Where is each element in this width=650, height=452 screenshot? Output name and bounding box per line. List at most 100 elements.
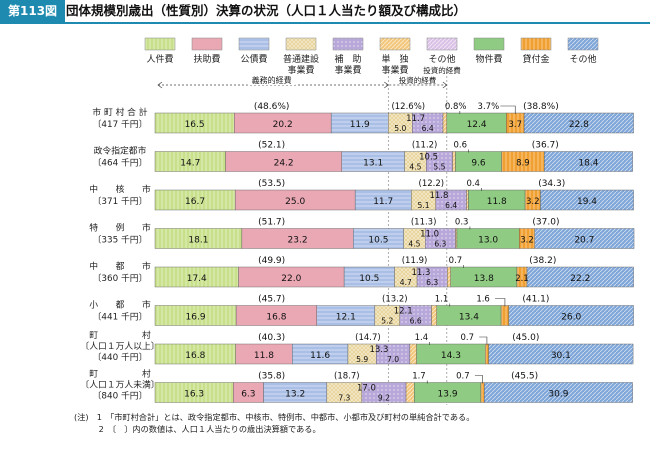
bar-segment-other [544,151,633,172]
other-investment-share: 0.4 [466,179,480,189]
figure-number: 第113図 [0,0,66,22]
investment-share: (18.7) [334,372,360,382]
row-label: 町 村 [89,368,151,380]
bar-segment-other [488,343,634,365]
chart-row-3: 特 例 市〔335 千円〕 18.1 23.2 10.5 13.0 20.7 3.2 11.0… [89,218,635,249]
legend-swatch [426,37,458,51]
chart-row-1: 政令指定都市〔464 千円〕 14.7 24.2 13.1 9.6 18.4 8.9 10.5… [93,141,633,172]
bar-segment-other_investment [409,343,417,365]
footnote-2: 2 〔 〕内の数値は、人口１人当たりの歳出決算額である。 [74,424,321,434]
segment-value: 14.3 [441,351,461,361]
segment-value: 12.1 [336,313,356,323]
legend-item-debt: 公債費 [238,37,270,65]
row-label: 中 核 市 [89,183,151,195]
legend-swatch [332,37,364,51]
segment-value-loans: 3.7 [508,120,522,130]
bar-segment-other [523,112,634,134]
other-investment-share: 1.4 [415,333,429,343]
bar-segment-other [534,228,635,249]
footnotes: (注) 1 「市町村合計」とは、政令指定都市、中核市、特例市、中都市、小都市及び… [74,411,474,435]
segment-value: 20.7 [574,236,594,246]
investment-top-value: 11.7 [406,114,425,124]
independent-value: 6.3 [434,240,446,249]
segment-value: 11.7 [373,197,393,207]
independent-value: 9.2 [378,394,390,403]
mandatory-share: (48.6%) [254,102,290,112]
legend-label: 物件費 [475,53,502,65]
segment-value: 6.3 [241,390,255,400]
bar-segment-loans [500,305,509,326]
legend-label: 貸付金 [522,53,549,65]
legend-item-other: その他 [567,37,599,65]
segment-value: 13.9 [438,390,458,400]
legend-label: 普通建設 [283,53,319,65]
segment-value: 13.8 [474,274,494,284]
other-share: (41.1) [522,295,549,305]
row-label: 特 例 市 [89,222,151,234]
leader-line [474,375,483,384]
segment-value: 16.5 [185,120,205,130]
legend-label: 投資的経費 [423,65,461,75]
investment-top-value: 11.0 [420,230,439,240]
legend-label: 事業費 [381,64,408,76]
bar-segment-other_investment [405,382,415,403]
independent-value: 6.4 [445,201,457,210]
row-label: 〔840 千円〕 [93,391,148,402]
segment-value: 18.1 [188,236,208,246]
segment-value-loans: 2.1 [515,274,529,284]
segment-value: 16.3 [184,390,204,400]
legend-label: 公債費 [240,53,267,65]
other-share: (45.5) [511,372,538,382]
segment-value: 13.2 [285,390,305,400]
bar-segment-other [526,266,634,288]
segment-value: 11.9 [350,120,370,130]
segment-value: 13.1 [363,159,383,169]
segment-value: 16.7 [185,197,205,207]
segment-value: 11.6 [310,351,330,361]
loans-share: 0.7 [456,372,470,382]
independent-value: 6.4 [422,124,434,133]
segment-value: 18.4 [578,159,598,169]
segment-value: 11.8 [487,197,507,207]
segment-value-loans: 3.2 [526,197,540,207]
segment-value: 16.8 [266,313,286,323]
investment-top-value: 10.5 [419,153,438,163]
subsidized-value: 5.0 [394,124,406,133]
title-bar: 第113図 団体規模別歳出（性質別）決算の状況（人口１人当たり額及び構成比） [0,0,650,24]
bar-segment-other_investment [431,305,437,326]
investment-top-value: 12.1 [394,307,413,317]
legend-item-supplies: 物件費 [473,37,505,65]
row-label: 〔371 千円〕 [93,196,148,207]
segment-value: 11.8 [254,351,274,361]
segment-value: 17.4 [187,274,207,284]
stacked-bar-chart: 人件費 扶助費 公債費 普通建設事業費補 助事業費単 独事業費その他投資的経費物件費貸… [80,37,635,405]
row-label: 〔417 千円〕 [93,119,148,130]
segment-value: 10.5 [368,236,388,246]
segment-value: 10.5 [359,274,379,284]
leader-line [495,298,506,307]
legend-swatch [379,37,411,51]
segment-value-loans: 8.9 [516,159,530,169]
figure-title: 団体規模別歳出（性質別）決算の状況（人口１人当たり額及び構成比） [66,3,467,18]
mandatory-share: (51.7) [258,218,285,228]
segment-value: 20.2 [273,120,293,130]
independent-value: 6.3 [426,278,438,287]
legend-swatch [473,37,505,51]
row-label: 〔335 千円〕 [93,235,148,246]
mandatory-share: (40.3) [258,333,285,343]
investment-top-value: 11.3 [411,268,430,278]
chart-row-5: 小 都 市〔441 千円〕 16.9 16.8 12.1 13.4 26.012.15.2… [89,295,634,326]
leader-line [500,105,516,114]
independent-value: 5.5 [433,163,445,172]
segment-value: 24.2 [274,159,294,169]
legend-label: その他 [569,53,596,65]
subsidized-value: 4.5 [408,240,420,249]
row-label: 〔360 千円〕 [93,273,148,284]
investment-share: (11.3) [411,218,437,228]
investment-share: (11.9) [402,256,428,266]
mandatory-share: (49.9) [258,256,285,266]
mandatory-share: (53.5) [258,179,285,189]
loans-share: 1.6 [476,295,490,305]
independent-value: 6.6 [410,317,422,326]
investment-top-value: 13.3 [369,345,388,355]
